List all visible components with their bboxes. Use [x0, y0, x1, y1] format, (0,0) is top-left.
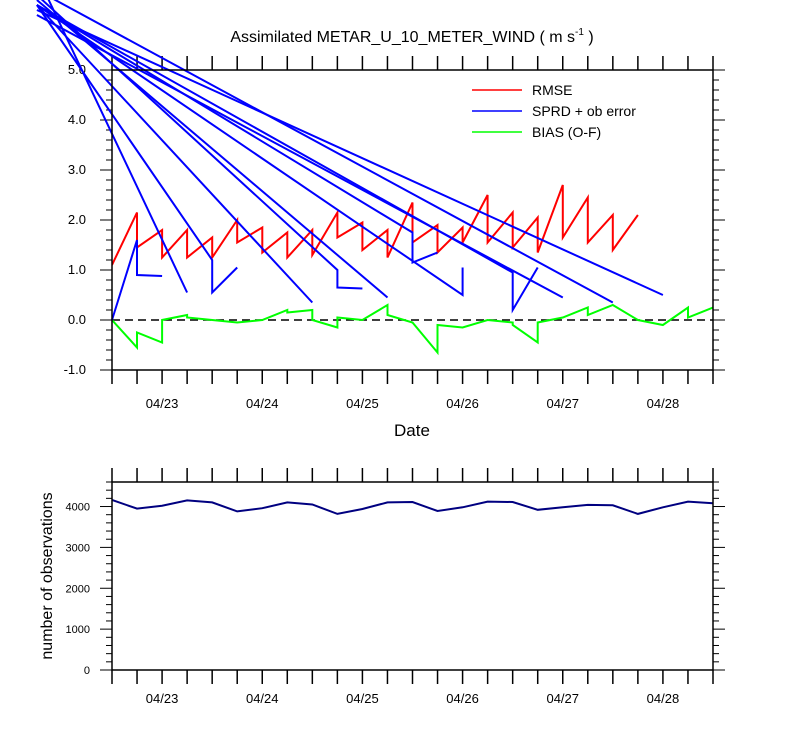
legend-label-bias: BIAS (O-F) [532, 124, 601, 140]
bottom-y-tick-labels: 0 1000 2000 3000 4000 [66, 502, 90, 677]
sprd-line-2 [36, 4, 238, 295]
rmse-line [112, 184, 639, 266]
chart-title-superscript: -1 [575, 27, 584, 38]
bottom-y-tick-label-3: 3000 [66, 542, 90, 554]
sprd-line-6 [36, 4, 438, 264]
bottom-axis-ticks [100, 468, 725, 684]
sprd-line-0 [111, 239, 163, 321]
sprd-line-9 [36, 14, 564, 299]
legend-label-sprd: SPRD + ob error [532, 103, 636, 119]
legend: RMSE SPRD + ob error BIAS (O-F) [472, 82, 636, 140]
bottom-y-tick-label-1: 1000 [66, 624, 90, 636]
legend-label-rmse: RMSE [532, 82, 572, 98]
bias-series [112, 303, 713, 356]
bottom-x-tick-label-0: 04/23 [146, 691, 179, 706]
top-x-tick-label-4: 04/27 [546, 396, 579, 411]
sprd-line-7 [36, 4, 464, 297]
top-x-tick-label-2: 04/25 [346, 396, 379, 411]
top-x-tick-label-0: 04/23 [146, 396, 179, 411]
bias-line [112, 303, 713, 356]
top-x-tick-label-3: 04/26 [446, 396, 479, 411]
chart-title-close: ) [584, 29, 594, 46]
observations-series [112, 499, 713, 515]
bottom-y-tick-label-4: 4000 [66, 502, 90, 514]
top-y-tick-label-6: 5.0 [68, 62, 86, 77]
bottom-x-tick-label-1: 04/24 [246, 691, 279, 706]
bottom-x-tick-label-5: 04/28 [647, 691, 680, 706]
bottom-x-tick-label-4: 04/27 [546, 691, 579, 706]
sprd-line-4 [40, 0, 363, 290]
top-y-tick-labels: -1.0 0.0 1.0 2.0 3.0 4.0 5.0 [64, 62, 86, 377]
bottom-x-tick-label-3: 04/26 [446, 691, 479, 706]
top-x-tick-labels: 04/23 04/24 04/25 04/26 04/27 04/28 [146, 396, 679, 411]
y-axis-label: number of observations [39, 492, 56, 659]
chart-title: Assimilated METAR_U_10_METER_WIND ( m s-… [230, 27, 593, 46]
top-y-tick-label-1: 0.0 [68, 312, 86, 327]
observations-line [112, 499, 713, 515]
sprd-line-3 [36, 4, 314, 304]
bottom-x-tick-labels: 04/23 04/24 04/25 04/26 04/27 04/28 [146, 691, 679, 706]
x-axis-label: Date [394, 421, 430, 440]
sprd-line-8 [36, 4, 539, 314]
rmse-series [112, 184, 639, 266]
top-axis-ticks [100, 56, 725, 384]
sprd-line-5 [36, 0, 389, 299]
top-y-tick-label-0: -1.0 [64, 362, 86, 377]
top-y-tick-label-3: 2.0 [68, 212, 86, 227]
top-y-tick-label-4: 3.0 [68, 162, 86, 177]
sprd-line-10 [53, 0, 614, 304]
sprd-series [36, 0, 664, 321]
bottom-y-tick-label-2: 2000 [66, 583, 90, 595]
top-panel: Assimilated METAR_U_10_METER_WIND ( m s-… [36, 0, 725, 440]
chart-title-text: Assimilated METAR_U_10_METER_WIND ( m s [230, 29, 575, 46]
bottom-plot-frame [111, 481, 714, 671]
top-y-tick-label-5: 4.0 [68, 112, 86, 127]
top-x-tick-label-1: 04/24 [246, 396, 279, 411]
top-x-tick-label-5: 04/28 [647, 396, 680, 411]
top-y-tick-label-2: 1.0 [68, 262, 86, 277]
bottom-y-tick-label-0: 0 [84, 665, 90, 677]
bottom-x-tick-label-2: 04/25 [346, 691, 379, 706]
sprd-line-11 [36, 9, 664, 296]
top-plot-frame [111, 69, 714, 371]
